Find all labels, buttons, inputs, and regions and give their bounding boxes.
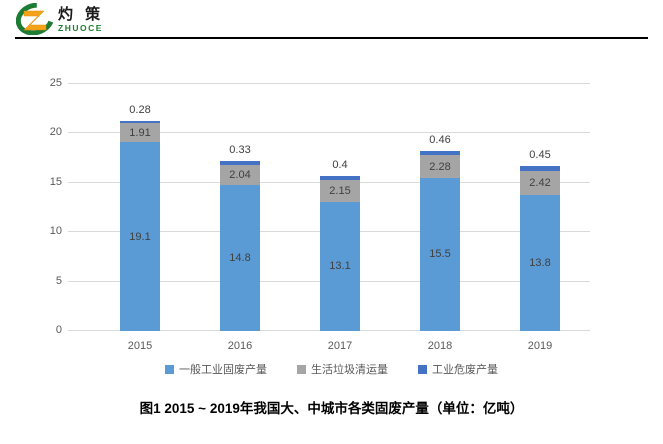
legend-label: 生活垃圾清运量 <box>311 364 388 376</box>
legend-item: 一般工业固废产量 <box>165 361 267 377</box>
bar-segment-label: 2.42 <box>529 176 551 189</box>
bar-segment: 19.1 <box>120 142 160 331</box>
y-tick-label: 0 <box>55 324 62 336</box>
x-category-label: 2016 <box>227 340 253 352</box>
bar-segment-label: 2.15 <box>329 184 351 197</box>
x-category-label: 2017 <box>327 340 353 352</box>
legend-label: 一般工业固废产量 <box>179 364 267 376</box>
x-category-label: 2018 <box>427 340 453 352</box>
logo: 灼 策 ZHUOCE <box>16 3 104 35</box>
bar-segment-label: 1.91 <box>129 126 151 139</box>
bar-top-label: 0.33 <box>229 144 251 157</box>
chart-caption: 图1 2015 ~ 2019年我国大、中城市各类固废产量（单位：亿吨） <box>139 401 524 416</box>
bar-stack-2015: 19.1 1.91 <box>120 120 160 331</box>
bar-segment-label: 13.1 <box>329 260 351 273</box>
bar-segment-label: 15.5 <box>429 248 451 261</box>
gridline <box>68 132 590 134</box>
bar-segment-label: 14.8 <box>229 251 251 264</box>
y-tick-label: 5 <box>55 274 62 287</box>
bar-segment: 13.1 <box>320 201 360 331</box>
bar-segment-label: 13.8 <box>529 256 551 269</box>
plot-area: 19.1 1.91 14.8 2.04 13.1 2.15 15.5 2.28 13.8 2.42 <box>68 83 590 331</box>
zhuoce-logo-icon <box>16 3 54 35</box>
bar-top-label: 0.4 <box>332 159 348 172</box>
bar-stack-2016: 14.8 2.04 <box>220 161 260 331</box>
bar-stack-2018: 15.5 2.28 <box>420 150 460 331</box>
chart-legend: 一般工业固废产量 生活垃圾清运量 工业危废产量 <box>0 361 663 377</box>
header-divider <box>15 37 648 39</box>
bar-segment-label: 2.04 <box>229 168 251 181</box>
bar-segment <box>420 150 460 156</box>
bar-segment: 13.8 <box>520 194 560 331</box>
bar-segment-label: 2.28 <box>429 160 451 173</box>
bar-segment <box>220 161 260 165</box>
y-tick-label: 20 <box>49 126 62 139</box>
y-tick-label: 10 <box>49 225 62 238</box>
y-tick-label: 25 <box>49 77 62 89</box>
logo-name-cn: 灼 策 <box>58 6 105 23</box>
logo-name-en: ZHUOCE <box>58 23 103 33</box>
y-tick-label: 15 <box>49 175 62 188</box>
legend-swatch-icon <box>165 364 174 374</box>
x-category-label: 2015 <box>127 340 153 352</box>
gridline <box>68 83 590 84</box>
bar-segment: 2.15 <box>320 180 360 202</box>
legend-item: 生活垃圾清运量 <box>297 361 388 377</box>
logo-text: 灼 策 ZHUOCE <box>58 3 104 33</box>
bar-segment: 2.28 <box>420 155 460 178</box>
bar-segment <box>120 120 160 124</box>
bar-segment: 2.04 <box>220 164 260 185</box>
legend-item: 工业危废产量 <box>418 361 498 377</box>
x-category-label: 2019 <box>527 340 553 352</box>
bar-stack-2019: 13.8 2.42 <box>520 166 560 331</box>
legend-label: 工业危废产量 <box>432 364 498 376</box>
bar-top-label: 0.45 <box>529 149 551 162</box>
bar-segment: 15.5 <box>420 177 460 331</box>
bar-top-label: 0.46 <box>429 133 451 146</box>
bar-segment: 14.8 <box>220 184 260 331</box>
bar-top-label: 0.28 <box>129 103 151 116</box>
bar-stack-2017: 13.1 2.15 <box>320 176 360 331</box>
legend-swatch-icon <box>418 364 427 374</box>
bar-segment-label: 19.1 <box>129 230 151 243</box>
legend-swatch-icon <box>297 364 306 374</box>
bar-segment <box>320 176 360 181</box>
bar-segment: 2.42 <box>520 170 560 195</box>
bar-segment <box>520 166 560 171</box>
bar-segment: 1.91 <box>120 123 160 143</box>
